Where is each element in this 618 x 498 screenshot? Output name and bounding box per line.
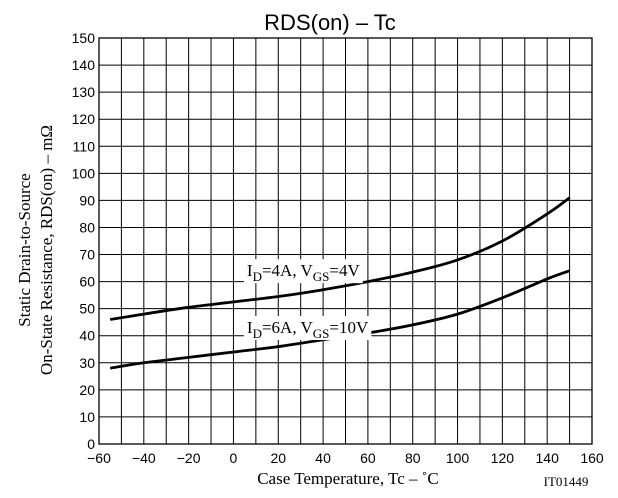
x-tick-label: 20 xyxy=(270,450,286,466)
x-tick-label: 80 xyxy=(405,450,421,466)
tick-labels: −60 −40 −20 0 20 40 60 80 100 120 140 160 0 10 20 30 40 5… xyxy=(72,30,604,466)
grid xyxy=(98,37,593,445)
x-tick-label: 60 xyxy=(360,450,376,466)
y-tick-label: 130 xyxy=(72,84,96,100)
y-tick-label: 90 xyxy=(79,192,95,208)
y-tick-label: 0 xyxy=(87,436,95,452)
x-tick-label: 120 xyxy=(491,450,515,466)
y-tick-label: 60 xyxy=(79,274,95,290)
y-tick-label: 100 xyxy=(72,165,96,181)
plot-frame xyxy=(98,37,593,445)
x-tick-label: 140 xyxy=(536,450,560,466)
x-tick-label: 40 xyxy=(315,450,331,466)
curve-label-2: ID=6A, VGS=10V xyxy=(247,318,369,341)
series-lines: ID=4A, VGS=4V ID=6A, VGS=10V xyxy=(109,196,571,370)
curve-label-bg xyxy=(243,259,363,284)
y-tick-label: 70 xyxy=(79,247,95,263)
x-tick-label: 100 xyxy=(446,450,470,466)
y-tick-label: 20 xyxy=(79,382,95,398)
y-axis-label-line1: Static Drain-to-Source xyxy=(15,173,34,326)
y-tick-label: 50 xyxy=(79,301,95,317)
chart-title: RDS(on) – Tc xyxy=(264,10,396,35)
series-line-1 xyxy=(109,196,571,321)
y-tick-label: 10 xyxy=(79,409,95,425)
curve-label-1: ID=4A, VGS=4V xyxy=(247,261,361,284)
x-tick-label: −40 xyxy=(132,450,156,466)
x-tick-label: −20 xyxy=(177,450,201,466)
x-tick-label: 160 xyxy=(580,450,604,466)
x-tick-label: 0 xyxy=(230,450,238,466)
y-tick-label: 110 xyxy=(73,138,96,154)
curve-label-bg xyxy=(243,316,372,341)
y-tick-label: 150 xyxy=(72,30,96,46)
y-axis-label-line2: On-State Resistance, RDS(on) – mΩ xyxy=(37,125,56,375)
y-tick-label: 120 xyxy=(72,111,96,127)
x-axis-label: Case Temperature, Tc – ˚C xyxy=(257,469,439,488)
x-tick-label: −60 xyxy=(87,450,111,466)
y-tick-label: 30 xyxy=(79,355,95,371)
y-tick-label: 80 xyxy=(79,219,95,235)
figure-id: IT01449 xyxy=(544,474,589,489)
y-tick-label: 40 xyxy=(79,328,95,344)
y-tick-label: 140 xyxy=(72,57,96,73)
